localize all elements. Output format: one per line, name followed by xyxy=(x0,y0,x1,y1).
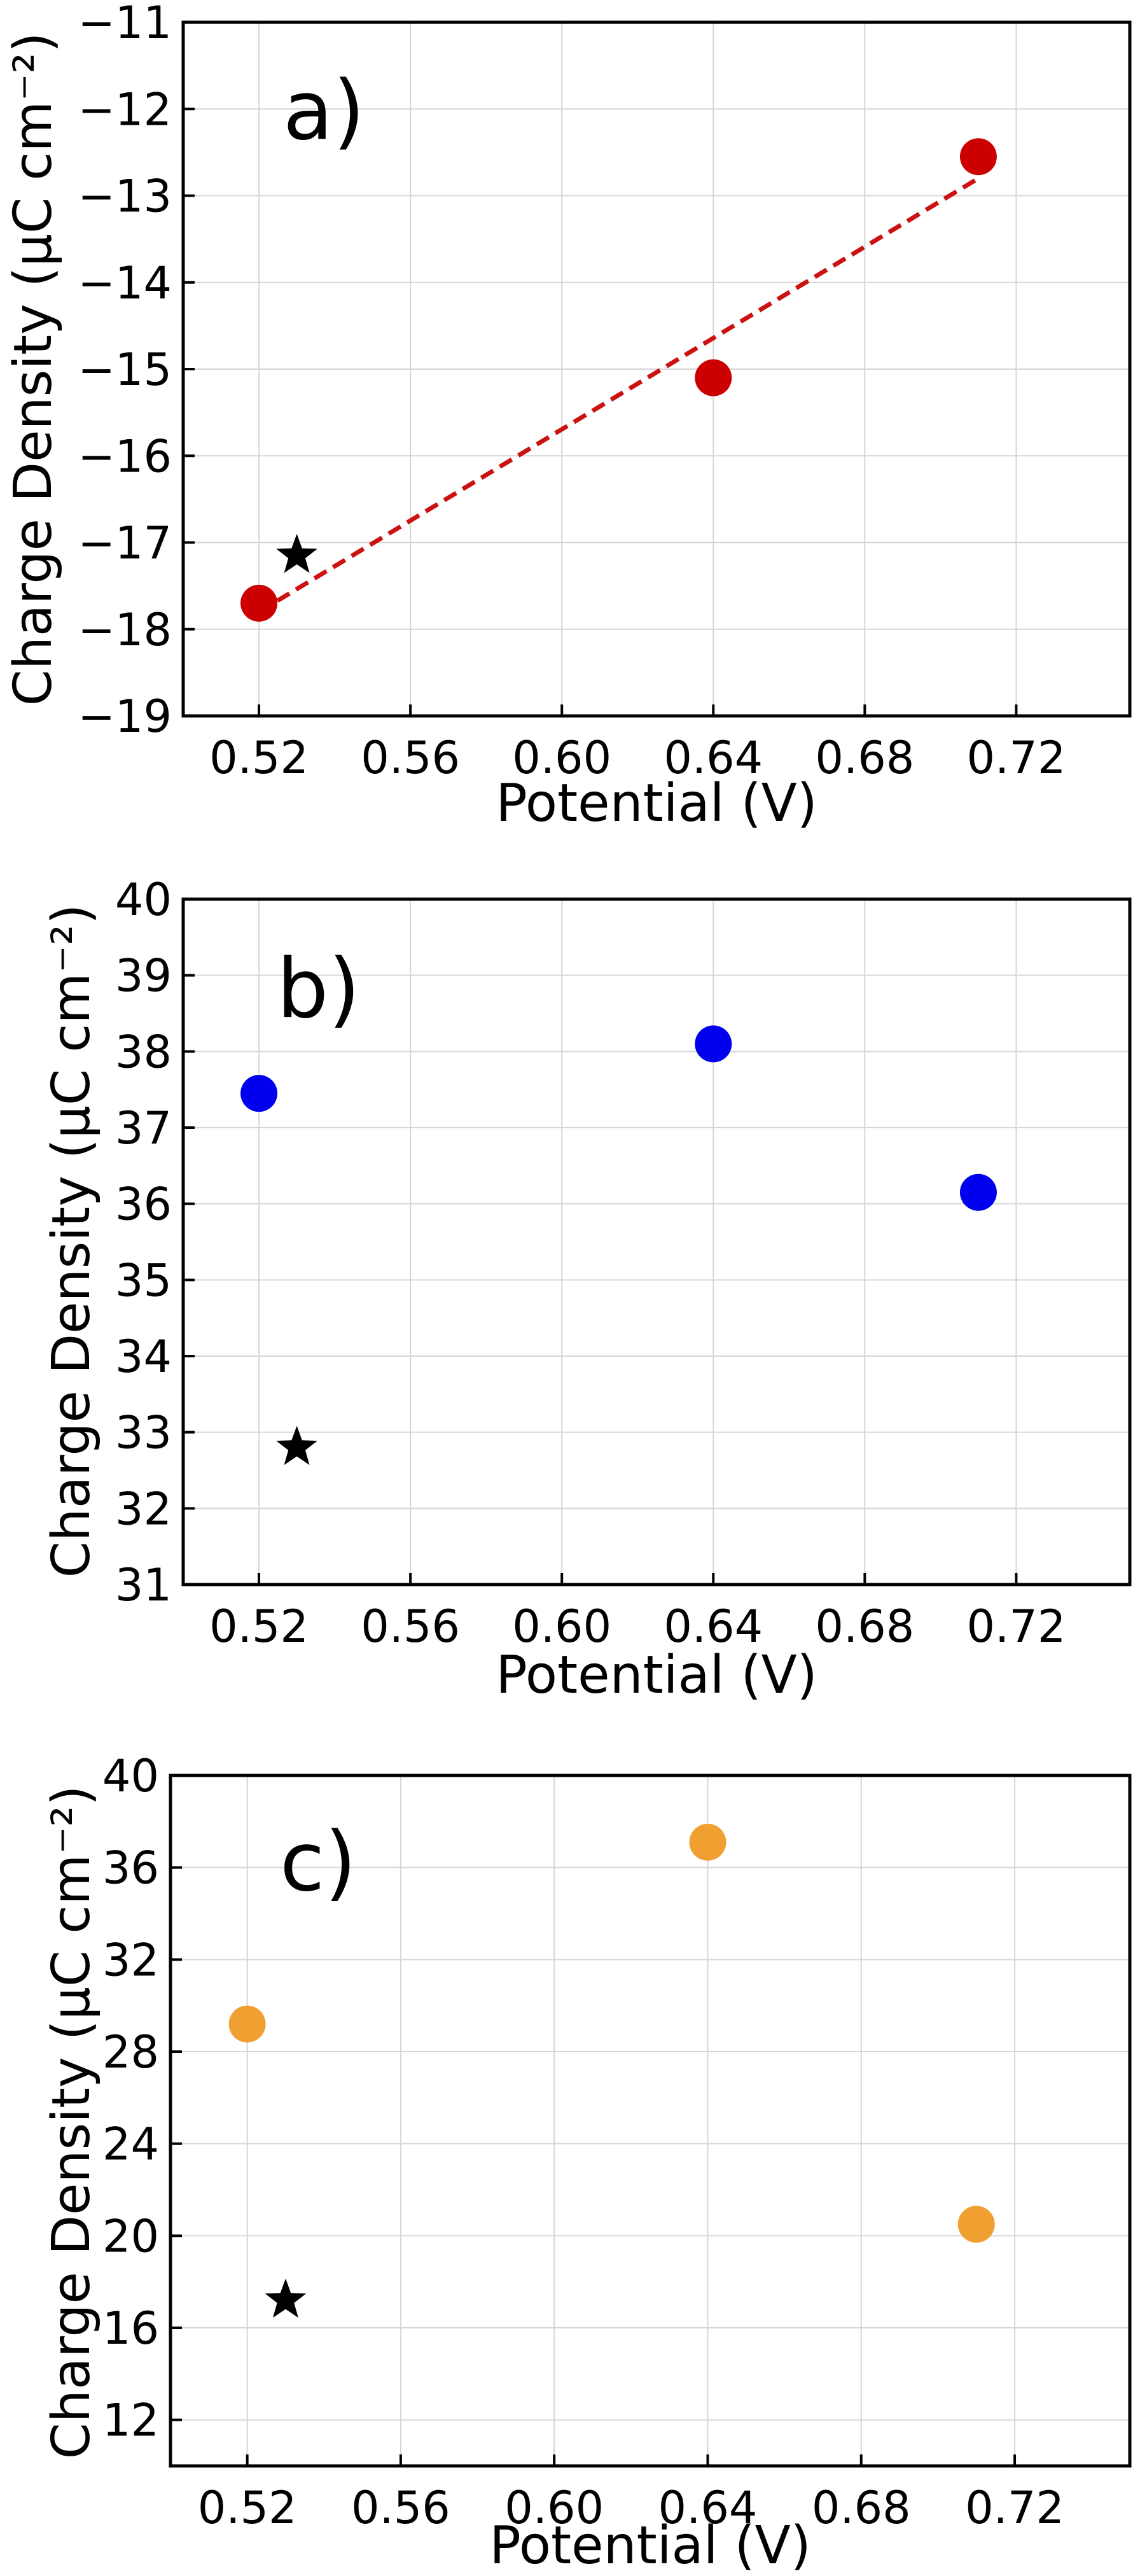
panel-a-xtick-label-5: 0.72 xyxy=(967,732,1066,784)
panel-b-xtick-label-3: 0.64 xyxy=(664,1600,763,1653)
panel-a-ytick-label-3: −16 xyxy=(78,430,172,482)
panel-c: 0.52 0.56 0.60 0.64 0.68 0.72 12 16 20 24 28 32 36 40… xyxy=(41,1750,1132,2576)
panel-b-xtick-label-0: 0.52 xyxy=(209,1600,309,1653)
panel-a-star-point xyxy=(276,533,317,573)
panel-a-ylabel: Charge Density (μC cm⁻²) xyxy=(3,32,64,706)
panel-a-ytick-label-5: −14 xyxy=(78,257,172,309)
panel-b-grid xyxy=(183,899,1130,1585)
panel-c-ylabel: Charge Density (μC cm⁻²) xyxy=(41,1786,102,2460)
panel-c-ytick-label-0: 12 xyxy=(102,2395,159,2447)
panel-c-point-2 xyxy=(957,2206,995,2243)
panel-c-xtick-label-3: 0.64 xyxy=(658,2482,758,2534)
panel-b-point-0 xyxy=(240,1075,278,1112)
panel-c-ytick-label-4: 28 xyxy=(102,2026,159,2078)
panel-a-xtick-label-4: 0.68 xyxy=(815,732,914,784)
panel-b-ytick-label-0: 31 xyxy=(115,1559,172,1611)
panel-b-ytick-label-8: 39 xyxy=(115,950,172,1002)
panel-a: 0.52 0.56 0.60 0.64 0.68 0.72 −19 −18 −17 −16 −15 −… xyxy=(3,0,1132,834)
panel-b-xtick-label-4: 0.68 xyxy=(815,1600,914,1653)
panel-b-xtick-label-2: 0.60 xyxy=(512,1600,611,1653)
panel-b-ytick-label-3: 34 xyxy=(115,1331,172,1383)
panel-b-xtick-label-1: 0.56 xyxy=(361,1600,460,1653)
panel-c-xtick-label-4: 0.68 xyxy=(812,2482,911,2534)
panel-c-xlabel: Potential (V) xyxy=(489,2516,810,2576)
panel-c-star-point xyxy=(265,2278,307,2318)
panel-a-xtick-label-1: 0.56 xyxy=(361,732,460,784)
panel-b-ylabel: Charge Density (μC cm⁻²) xyxy=(41,904,102,1578)
panel-a-marks xyxy=(240,138,997,622)
panel-b-xlabel: Potential (V) xyxy=(496,1645,817,1705)
panel-b-ytick-label-6: 37 xyxy=(115,1102,172,1154)
panel-b-ticks: 0.52 0.56 0.60 0.64 0.68 0.72 31 32 33 34 35 36 37 38… xyxy=(115,874,1066,1653)
panel-a-point-1 xyxy=(695,359,732,396)
panel-c-point-0 xyxy=(228,2005,266,2043)
panel-c-ticks: 0.52 0.56 0.60 0.64 0.68 0.72 12 16 20 24 28 32 36 40 xyxy=(102,1750,1064,2534)
panel-c-label: c) xyxy=(280,1815,356,1910)
panel-b-marks xyxy=(240,1025,997,1466)
panel-c-point-1 xyxy=(689,1823,726,1861)
panel-c-ytick-label-5: 32 xyxy=(102,1934,159,1986)
panel-a-fit-line xyxy=(258,176,980,614)
panel-b-ytick-label-9: 40 xyxy=(115,874,172,926)
panel-b: 0.52 0.56 0.60 0.64 0.68 0.72 31 32 33 34 35 36 37 38… xyxy=(41,874,1132,1705)
panel-c-ytick-label-6: 36 xyxy=(102,1842,159,1894)
panel-a-ytick-label-1: −18 xyxy=(78,604,172,656)
panel-a-ticks: 0.52 0.56 0.60 0.64 0.68 0.72 −19 −18 −17 −16 −15 −… xyxy=(78,0,1066,784)
panel-a-xtick-label-3: 0.64 xyxy=(664,732,763,784)
panel-b-point-2 xyxy=(959,1173,997,1211)
panel-c-xtick-label-5: 0.72 xyxy=(965,2482,1064,2534)
panel-a-xlabel: Potential (V) xyxy=(496,773,817,834)
panel-b-frame xyxy=(181,897,1132,1586)
panel-a-ytick-label-4: −15 xyxy=(78,344,172,396)
panel-b-point-1 xyxy=(695,1025,732,1063)
panel-b-ytick-label-2: 33 xyxy=(115,1407,172,1459)
panel-b-label: b) xyxy=(277,942,360,1037)
panel-c-ytick-label-2: 20 xyxy=(102,2210,159,2262)
panel-b-ytick-label-1: 32 xyxy=(115,1483,172,1535)
panel-a-xtick-label-0: 0.52 xyxy=(209,732,309,784)
panel-b-ytick-label-4: 35 xyxy=(115,1254,172,1306)
panel-b-ytick-label-7: 38 xyxy=(115,1026,172,1078)
panel-a-point-2 xyxy=(959,138,997,176)
panel-c-frame xyxy=(169,1774,1132,2468)
panel-c-xtick-label-2: 0.60 xyxy=(504,2482,604,2534)
panel-a-ytick-label-6: −13 xyxy=(78,171,172,223)
panel-c-ytick-label-7: 40 xyxy=(102,1750,159,1802)
panel-c-marks xyxy=(228,1823,995,2318)
panel-b-star-point xyxy=(276,1425,317,1466)
panel-a-xtick-label-2: 0.60 xyxy=(512,732,611,784)
panel-a-ytick-label-2: −17 xyxy=(78,517,172,570)
panel-a-ytick-label-8: −11 xyxy=(78,0,172,49)
panel-b-xtick-label-5: 0.72 xyxy=(967,1600,1066,1653)
panel-c-ytick-label-1: 16 xyxy=(102,2302,159,2355)
panel-a-ytick-label-0: −19 xyxy=(78,690,172,743)
panel-b-ytick-label-5: 36 xyxy=(115,1179,172,1231)
panel-c-xtick-label-1: 0.56 xyxy=(351,2482,450,2534)
panel-c-ytick-label-3: 24 xyxy=(102,2118,159,2171)
panel-a-point-0 xyxy=(240,584,278,622)
panel-c-xtick-label-0: 0.52 xyxy=(198,2482,297,2534)
panel-a-label: a) xyxy=(283,64,365,158)
panel-a-grid xyxy=(183,22,1130,717)
panel-a-fit xyxy=(258,176,980,614)
panel-a-ytick-label-7: −12 xyxy=(78,83,172,136)
